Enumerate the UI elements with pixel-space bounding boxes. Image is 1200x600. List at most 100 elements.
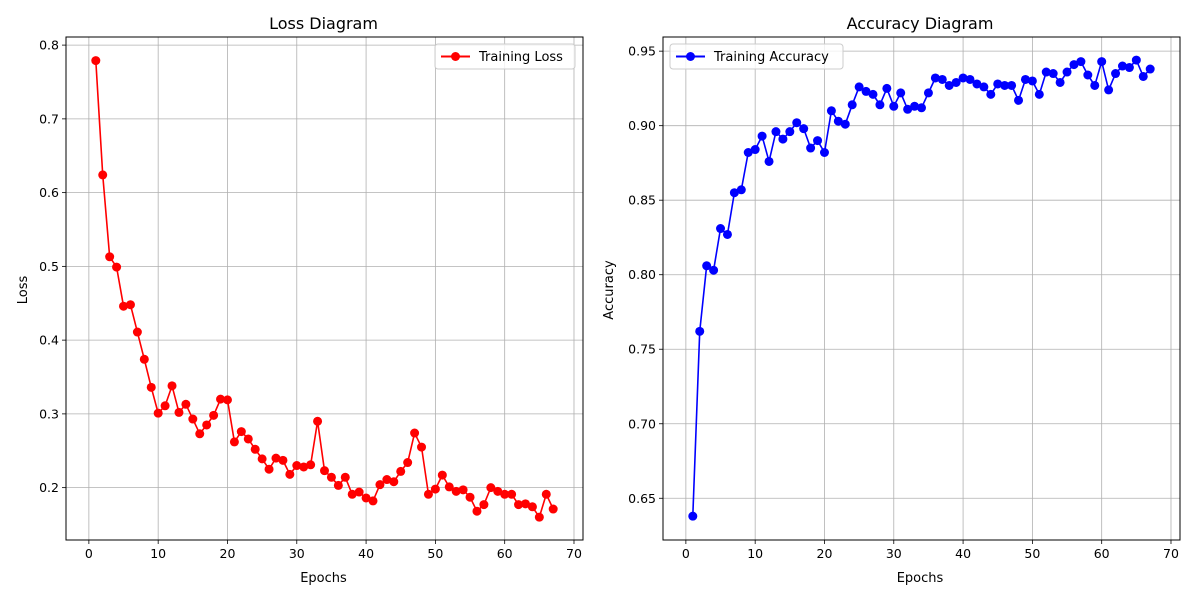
loss-data-point (112, 262, 122, 272)
accuracy-data-point (993, 79, 1003, 89)
accuracy-data-point (1062, 67, 1072, 77)
loss-x-tick-label: 20 (220, 546, 236, 561)
loss-data-point (105, 252, 115, 262)
loss-legend-label: Training Loss (478, 50, 563, 65)
accuracy-x-axis-label: Epochs (897, 571, 944, 586)
loss-data-point (119, 301, 129, 311)
accuracy-x-tick-label: 10 (747, 546, 763, 561)
accuracy-data-point (729, 188, 739, 198)
accuracy-data-point (1007, 80, 1017, 90)
accuracy-data-point (944, 80, 954, 90)
accuracy-y-tick-label: 0.90 (628, 118, 656, 133)
loss-data-point (451, 486, 461, 496)
accuracy-data-point (1076, 57, 1086, 67)
accuracy-data-point (1041, 67, 1051, 77)
accuracy-data-point (1097, 57, 1107, 67)
accuracy-y-tick-label: 0.75 (628, 342, 656, 357)
accuracy-y-tick-label: 0.65 (628, 491, 656, 506)
accuracy-data-point (688, 511, 698, 521)
loss-data-point (417, 442, 427, 452)
loss-data-point (382, 475, 392, 485)
loss-data-point (320, 466, 329, 476)
accuracy-legend-label: Training Accuracy (713, 50, 829, 65)
loss-data-point (250, 444, 260, 454)
loss-data-point (396, 466, 406, 476)
accuracy-data-point (854, 82, 864, 92)
loss-data-point (326, 472, 336, 482)
loss-y-tick-label: 0.5 (39, 259, 59, 274)
loss-data-point (423, 489, 433, 499)
loss-data-point (430, 484, 440, 494)
loss-x-tick-label: 30 (289, 546, 305, 561)
accuracy-chart-title: Accuracy Diagram (847, 14, 994, 33)
accuracy-data-point (903, 104, 913, 114)
loss-data-point (167, 381, 177, 391)
accuracy-data-point (910, 101, 920, 111)
accuracy-data-point (1048, 69, 1058, 79)
accuracy-data-point (917, 103, 926, 113)
accuracy-data-point (951, 77, 961, 87)
accuracy-data-point (930, 73, 940, 83)
accuracy-x-tick-label: 50 (1024, 546, 1040, 561)
accuracy-data-point (771, 127, 781, 137)
accuracy-data-point (972, 79, 982, 89)
loss-legend-box (434, 43, 576, 70)
loss-data-point (493, 486, 503, 496)
loss-data-point (146, 382, 156, 392)
loss-data-point (340, 472, 350, 482)
accuracy-y-tick-label: 0.95 (628, 44, 656, 59)
accuracy-data-point (819, 148, 829, 157)
accuracy-y-tick-label: 0.80 (628, 267, 656, 282)
loss-data-point (410, 428, 420, 438)
loss-data-point (264, 464, 274, 474)
loss-y-tick-label: 0.7 (39, 111, 59, 126)
accuracy-data-point (722, 229, 732, 239)
loss-data-point (437, 470, 447, 480)
accuracy-data-point (792, 118, 802, 128)
loss-chart: Loss Diagram Epochs Loss 0 10 20 30 40 50 60 70… (16, 14, 584, 586)
accuracy-data-point (861, 86, 871, 96)
accuracy-data-point (778, 134, 788, 144)
accuracy-data-point (826, 106, 836, 116)
accuracy-data-point (757, 131, 767, 141)
accuracy-data-point (1131, 55, 1141, 65)
accuracy-data-point (1145, 64, 1155, 74)
loss-x-tick-label: 60 (497, 546, 513, 561)
loss-data-point (236, 427, 246, 437)
accuracy-y-axis-label: Accuracy (602, 260, 617, 320)
loss-data-point (500, 489, 510, 499)
accuracy-data-point (1034, 89, 1044, 99)
accuracy-data-point (799, 124, 809, 134)
loss-data-point (444, 482, 454, 492)
loss-y-tick-label: 0.3 (39, 406, 59, 421)
loss-data-point (306, 460, 316, 470)
loss-data-point (98, 170, 108, 180)
loss-y-tick-label: 0.2 (39, 480, 59, 495)
accuracy-data-point (833, 116, 843, 126)
loss-data-point (91, 56, 101, 66)
accuracy-data-point (1111, 69, 1121, 79)
accuracy-x-tick-label: 30 (886, 546, 902, 561)
loss-data-point (354, 487, 364, 497)
accuracy-data-point (716, 224, 726, 234)
loss-data-point (209, 410, 219, 420)
loss-data-point (479, 500, 489, 510)
loss-data-point (216, 394, 226, 404)
loss-data-point (195, 429, 205, 439)
loss-data-point (229, 437, 239, 447)
accuracy-data-point (709, 265, 719, 275)
accuracy-plot-frame (662, 36, 1181, 541)
loss-x-tick-label: 0 (85, 546, 93, 561)
accuracy-legend-marker-swatch (686, 52, 695, 61)
loss-data-point (181, 399, 191, 409)
loss-plot-frame (65, 36, 584, 541)
loss-data-point (153, 408, 163, 418)
loss-y-tick-label: 0.4 (39, 333, 59, 348)
accuracy-data-point (937, 74, 947, 84)
accuracy-data-point (1083, 70, 1093, 80)
accuracy-x-tick-label: 40 (955, 546, 971, 561)
loss-data-point (403, 458, 413, 468)
loss-data-point (389, 477, 399, 487)
loss-data-point (139, 354, 149, 364)
accuracy-data-point (1138, 71, 1148, 81)
